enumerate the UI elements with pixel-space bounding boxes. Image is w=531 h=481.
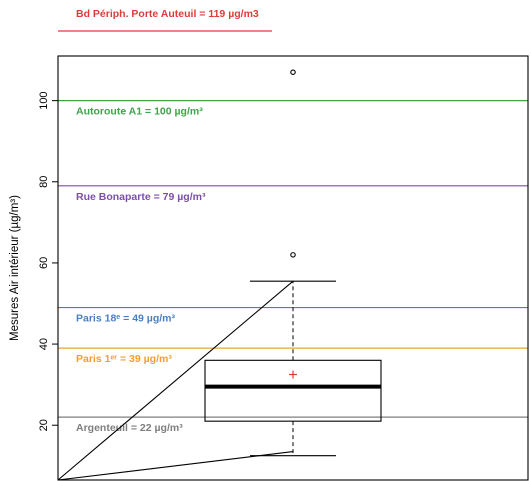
reference-label-2: Rue Bonaparte = 79 µg/m³ bbox=[76, 191, 206, 203]
y-axis-label: Mesures Air intérieur (µg/m³) bbox=[9, 195, 21, 341]
reference-label-0: Bd Périph. Porte Auteuil = 119 µg/m3 bbox=[76, 8, 259, 20]
box-iqr bbox=[204, 359, 382, 422]
plot-layer: Bd Périph. Porte Auteuil = 119 µg/m3 Auto… bbox=[9, 8, 529, 481]
outlier-point-1 bbox=[290, 69, 296, 75]
y-tick-label-2: 60 bbox=[38, 257, 50, 269]
diagonal-stroke-lower bbox=[57, 451, 294, 481]
reference-label-5: Argenteuil = 22 µg/m³ bbox=[76, 422, 183, 434]
y-tick-label-4: 100 bbox=[38, 91, 50, 109]
reference-label-3: Paris 18ᵉ = 49 µg/m³ bbox=[76, 313, 176, 325]
y-tick-label-0: 20 bbox=[38, 419, 50, 431]
outlier-point-0 bbox=[290, 252, 296, 258]
plot-frame bbox=[57, 55, 529, 481]
reference-label-1: Autoroute A1 = 100 µg/m³ bbox=[76, 106, 203, 118]
y-tick-label-3: 80 bbox=[38, 176, 50, 188]
y-tick-label-1: 40 bbox=[38, 338, 50, 350]
diagonal-stroke-upper bbox=[57, 280, 294, 481]
reference-label-4: Paris 1ᵉʳ = 39 µg/m³ bbox=[76, 353, 172, 365]
